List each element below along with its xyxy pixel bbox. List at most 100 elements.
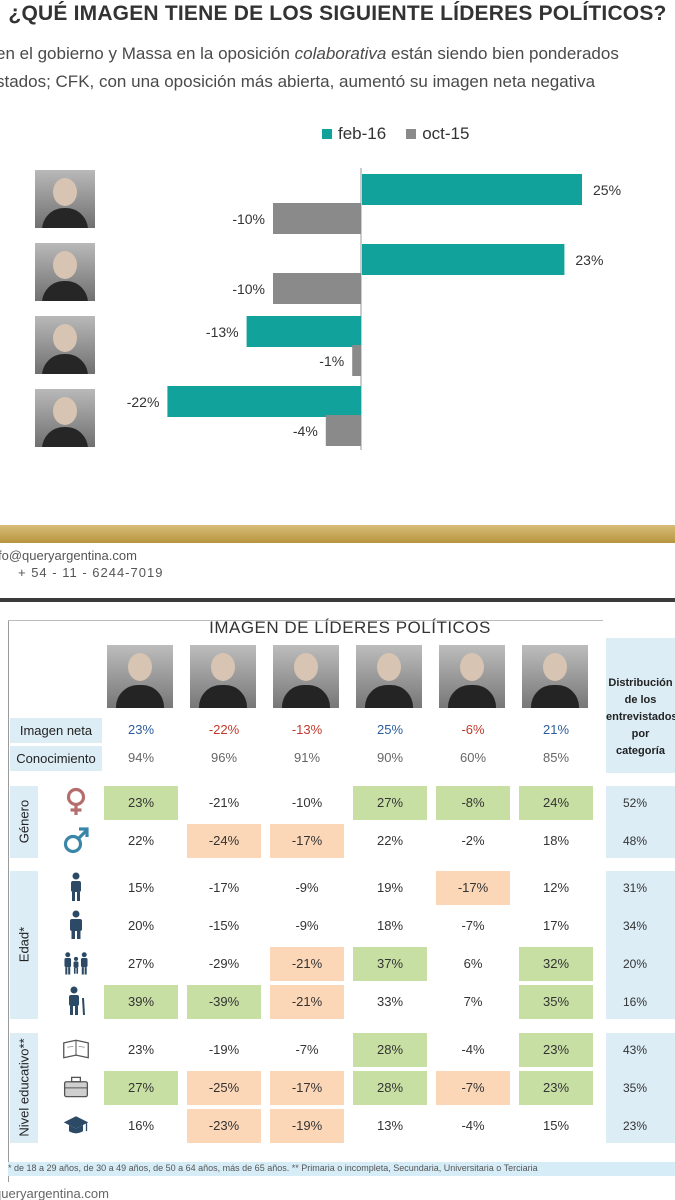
bar-feb-16-2 — [362, 244, 565, 275]
bar-oct-15-3 — [352, 345, 361, 376]
table-photo-3 — [273, 645, 339, 708]
table-photo-2 — [190, 645, 256, 708]
data-cell: -7% — [295, 1042, 319, 1057]
data-cell: -17% — [436, 871, 510, 905]
imagen-neta-cell: -13% — [291, 722, 323, 737]
subtitle-line-1: en el gobierno y Massa en la oposición c… — [0, 44, 619, 64]
data-cell: 18% — [542, 833, 570, 848]
data-cell: 6% — [463, 956, 483, 971]
elderly-person-icon — [62, 986, 90, 1016]
data-cell: -17% — [208, 880, 240, 895]
data-cell: 33% — [376, 994, 404, 1009]
chart-legend: feb-16 oct-15 — [322, 124, 469, 144]
data-cell: -21% — [208, 795, 240, 810]
footer-url: queryargentina.com — [0, 1186, 109, 1200]
conocimiento-cell: 90% — [376, 750, 404, 765]
data-cell: 39% — [104, 985, 178, 1019]
data-cell: 27% — [104, 1071, 178, 1105]
bar-label-feb-16-3: -13% — [206, 324, 239, 340]
data-cell: -7% — [461, 918, 485, 933]
subtitle-pre: en el gobierno y Massa en la oposición — [0, 44, 295, 63]
data-cell: -15% — [208, 918, 240, 933]
data-cell: -10% — [291, 795, 323, 810]
politician-photo-1 — [35, 170, 95, 228]
data-cell: -25% — [187, 1071, 261, 1105]
data-cell: 22% — [127, 833, 155, 848]
data-cell: -8% — [436, 786, 510, 820]
bar-feb-16-3 — [246, 316, 361, 347]
distribution-cell: 35% — [622, 1081, 648, 1095]
legend-item-oct15: oct-15 — [406, 124, 469, 144]
contact-phone: + 54 - 11 - 6244-7019 — [18, 565, 164, 580]
distribution-cell: 20% — [622, 957, 648, 971]
legend-swatch-feb16 — [322, 129, 332, 139]
data-cell: 24% — [519, 786, 593, 820]
data-cell: 32% — [519, 947, 593, 981]
bar-label-oct-15-2: -10% — [232, 281, 265, 297]
conocimiento-cell: 85% — [542, 750, 570, 765]
conocimiento-cell: 94% — [127, 750, 155, 765]
data-cell: -2% — [461, 833, 485, 848]
table-title: IMAGEN DE LÍDERES POLÍTICOS — [209, 618, 491, 637]
data-cell: -21% — [270, 985, 344, 1019]
notebook-icon — [62, 1034, 90, 1064]
group-label-3: Nivel educativo** — [16, 1038, 32, 1137]
data-cell: -4% — [461, 1042, 485, 1057]
bar-label-oct-15-3: -1% — [319, 353, 344, 369]
subtitle-emphasis: colaborativa — [294, 44, 387, 63]
table-photo-4 — [356, 645, 422, 708]
data-cell: 15% — [542, 1118, 570, 1133]
imagen-neta-cell: 21% — [542, 722, 570, 737]
imagen-neta-cell: 23% — [127, 722, 155, 737]
conocimiento-cell: 96% — [210, 750, 238, 765]
subtitle-post: están siendo bien ponderados — [386, 44, 619, 63]
footnote: * de 18 a 29 años, de 30 a 49 años, de 5… — [8, 1163, 538, 1173]
distribution-cell: 16% — [622, 995, 648, 1009]
data-cell: -39% — [187, 985, 261, 1019]
data-cell: 28% — [353, 1033, 427, 1067]
distribution-header: Distribución de los entrevistados por ca… — [606, 638, 675, 773]
politician-photo-4 — [35, 389, 95, 447]
footnote-bar — [8, 1162, 675, 1176]
distribution-cell: 52% — [622, 796, 648, 810]
data-cell: 17% — [542, 918, 570, 933]
data-cell: -17% — [270, 1071, 344, 1105]
imagen-neta-cell: -22% — [208, 722, 240, 737]
bar-feb-16-4 — [167, 386, 361, 417]
male-symbol-icon — [62, 825, 90, 855]
data-cell: 35% — [519, 985, 593, 1019]
distribution-cell: 48% — [622, 834, 648, 848]
bar-feb-16-1 — [362, 174, 582, 205]
bar-oct-15-4 — [325, 415, 361, 446]
table-photo-6 — [522, 645, 588, 708]
distribution-cell: 31% — [622, 881, 648, 895]
young-person-icon — [62, 872, 90, 902]
distribution-band-3 — [606, 1033, 675, 1143]
data-cell: 15% — [127, 880, 155, 895]
family-icon — [62, 948, 90, 978]
bar-label-oct-15-4: -4% — [293, 423, 318, 439]
distribution-cell: 23% — [622, 1119, 648, 1133]
contact-email: fo@queryargentina.com — [0, 548, 137, 563]
conocimiento-cell: 91% — [293, 750, 321, 765]
table-photo-5 — [439, 645, 505, 708]
legend-label-feb16: feb-16 — [338, 124, 387, 143]
bar-label-feb-16-2: 23% — [575, 252, 603, 268]
data-cell: 20% — [127, 918, 155, 933]
legend-swatch-oct15 — [406, 129, 417, 139]
chart-title: ¿QUÉ IMAGEN TIENE DE LOS SIGUIENTE LÍDER… — [8, 2, 667, 25]
data-cell: -4% — [461, 1118, 485, 1133]
distribution-band-2 — [606, 871, 675, 1019]
conocimiento-cell: 60% — [459, 750, 487, 765]
bar-label-feb-16-1: 25% — [593, 182, 621, 198]
data-cell: 22% — [376, 833, 404, 848]
data-cell: 23% — [519, 1033, 593, 1067]
female-symbol-icon — [62, 787, 90, 817]
table-top-line — [8, 620, 603, 621]
table-panel — [8, 620, 675, 1182]
legend-label-oct15: oct-15 — [422, 124, 470, 143]
data-cell: 18% — [376, 918, 404, 933]
data-cell: -19% — [208, 1042, 240, 1057]
data-cell: -21% — [270, 947, 344, 981]
data-cell: 23% — [127, 1042, 155, 1057]
